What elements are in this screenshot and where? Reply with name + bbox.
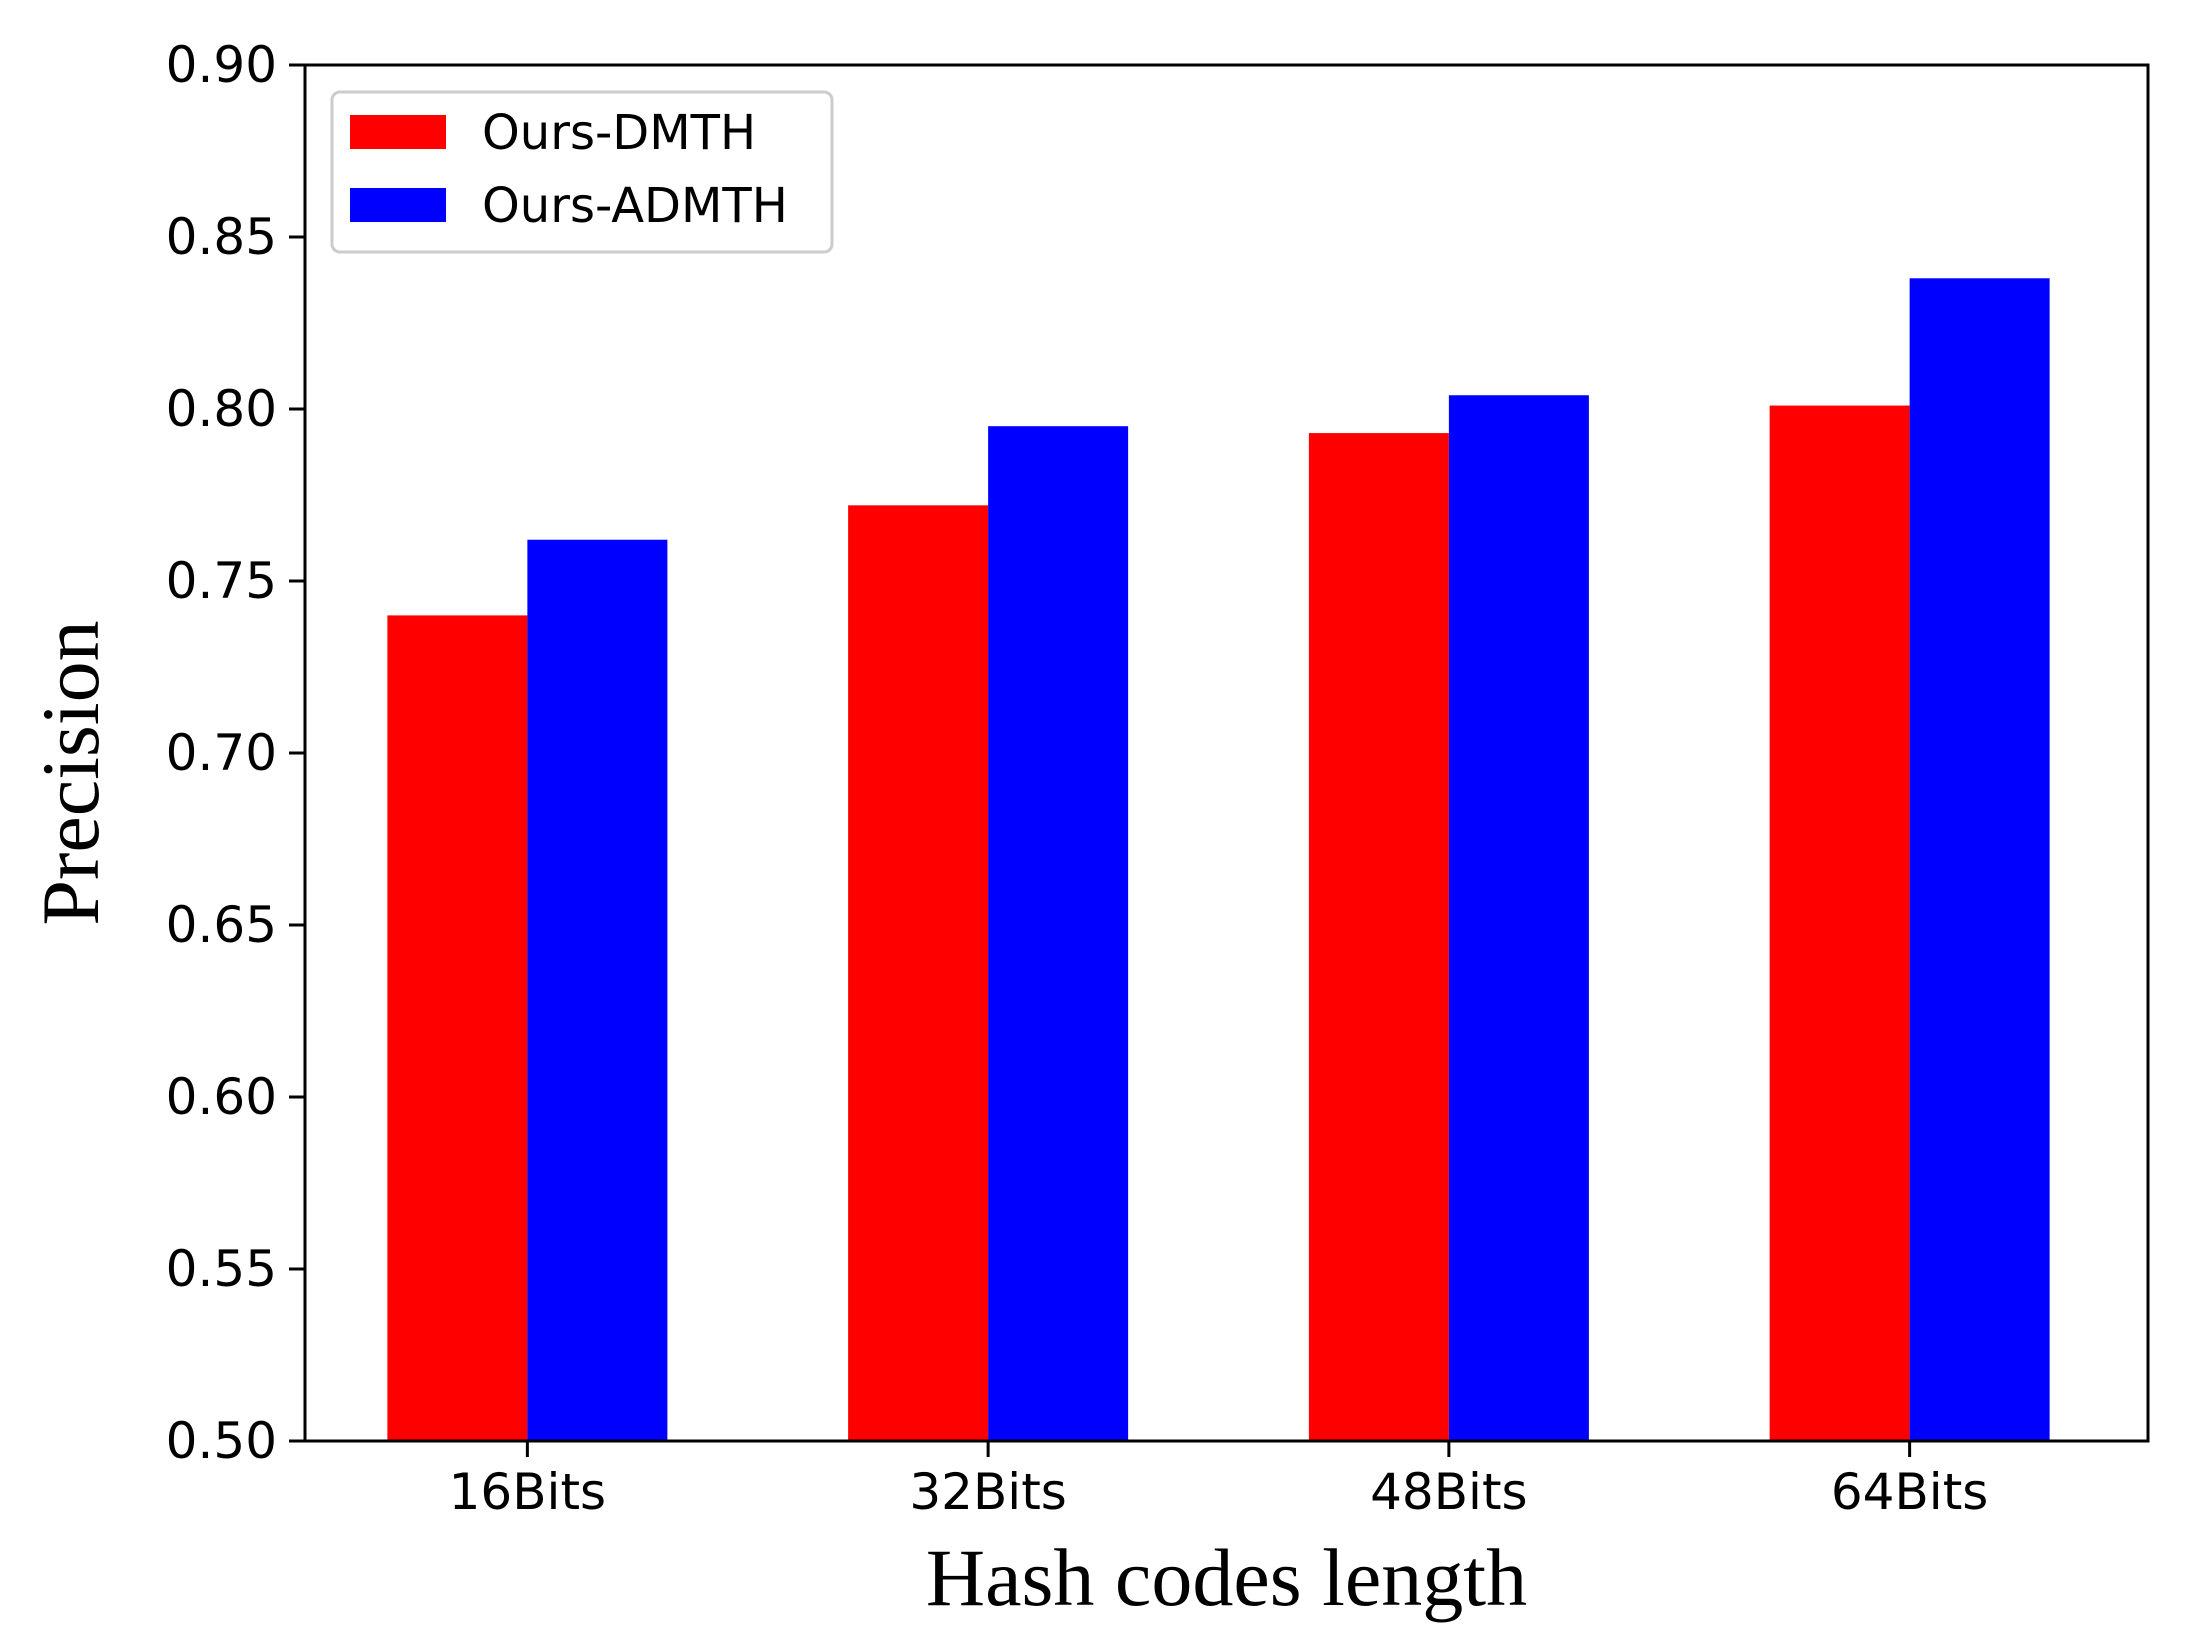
x-axis-ticks: 16Bits 32Bits 48Bits 64Bits (449, 1441, 1988, 1521)
bar-ours-admth-32bits (988, 426, 1129, 1441)
x-tick-label-3: 64Bits (1831, 1463, 1988, 1521)
x-tick-label-1: 32Bits (909, 1463, 1066, 1521)
x-axis-title: Hash codes length (926, 1532, 1527, 1623)
bar-ours-dmth-64bits (1769, 405, 1910, 1441)
y-tick-label-6: 0.80 (166, 380, 277, 438)
legend-box (330, 90, 834, 254)
y-tick-label-1: 0.55 (166, 1240, 277, 1298)
y-tick-label-2: 0.60 (166, 1068, 277, 1126)
y-tick-label-0: 0.50 (166, 1412, 277, 1470)
bar-ours-dmth-32bits (848, 505, 989, 1441)
x-tick-label-2: 48Bits (1370, 1463, 1527, 1521)
y-tick-label-8: 0.90 (166, 36, 277, 94)
y-tick-label-3: 0.65 (166, 896, 277, 954)
legend-label-ours-dmth: Ours-DMTH (482, 105, 756, 161)
bar-ours-dmth-16bits (387, 615, 528, 1441)
x-tick-label-0: 16Bits (449, 1463, 606, 1521)
y-axis-ticks: 0.50 0.55 0.60 0.65 0.70 0.75 0.80 0.85 0.90 (166, 36, 305, 1470)
legend: Ours-DMTH Ours-ADMTH (330, 90, 834, 254)
bar-ours-admth-16bits (527, 539, 668, 1441)
legend-label-ours-admth: Ours-ADMTH (482, 178, 788, 234)
legend-swatch-ours-admth (350, 188, 446, 222)
plot-frame (303, 63, 2150, 1443)
y-axis-title: Precision (25, 620, 116, 925)
bar-ours-admth-48bits (1448, 395, 1589, 1441)
y-tick-label-4: 0.70 (166, 724, 277, 782)
y-tick-label-5: 0.75 (166, 552, 277, 610)
y-tick-label-7: 0.85 (166, 208, 277, 266)
bar-ours-admth-64bits (1909, 278, 2050, 1441)
legend-swatch-ours-dmth (350, 115, 446, 149)
bar-series-group (387, 278, 2050, 1442)
bar-ours-dmth-48bits (1308, 433, 1449, 1442)
